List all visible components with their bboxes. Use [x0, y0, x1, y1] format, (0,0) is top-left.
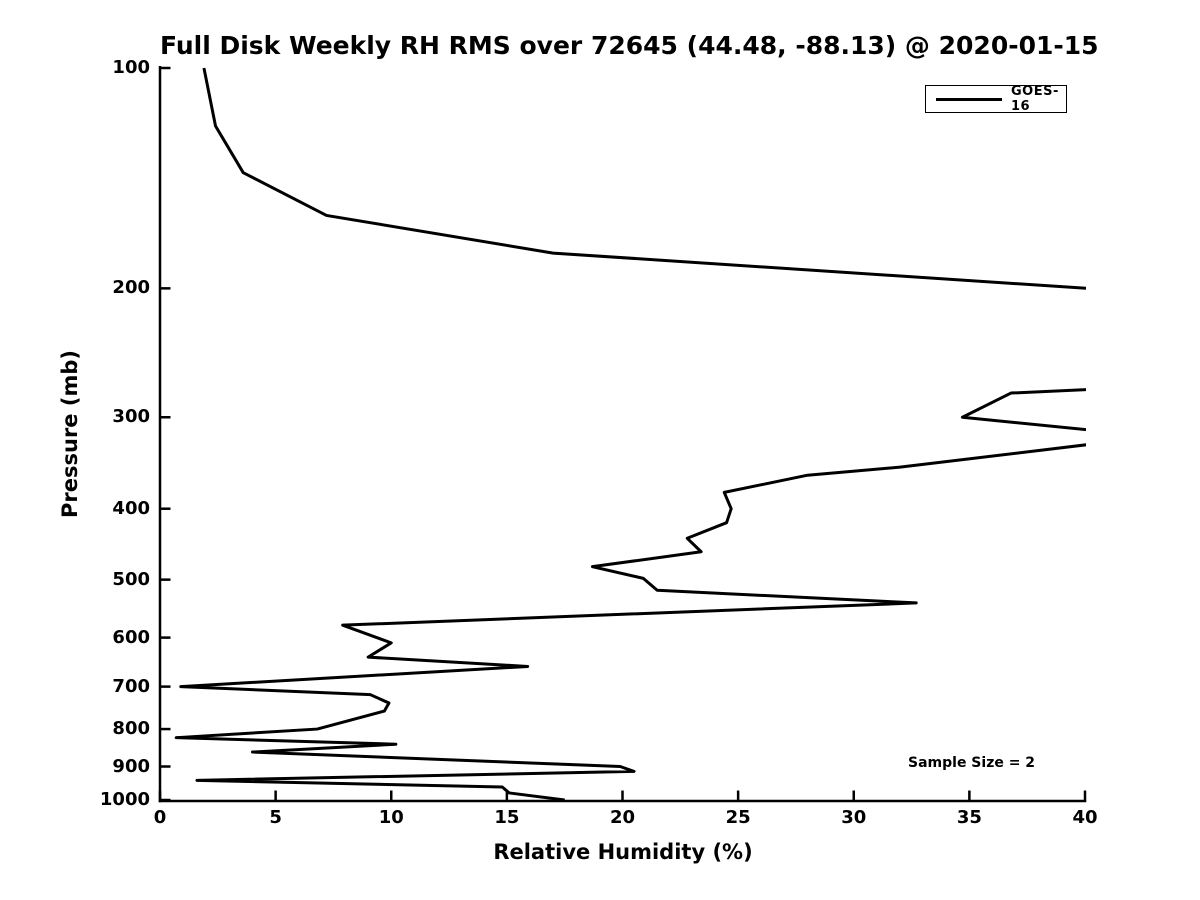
x-tick-label: 25: [725, 807, 751, 828]
y-tick-label: 200: [112, 277, 150, 299]
x-tick-label: 5: [269, 807, 282, 828]
y-tick-label: 600: [112, 626, 150, 648]
y-tick-label: 800: [112, 718, 150, 740]
x-axis-label: Relative Humidity (%): [493, 840, 753, 864]
x-tick-label: 30: [841, 807, 867, 828]
chart-title: Full Disk Weekly RH RMS over 72645 (44.4…: [160, 31, 1099, 60]
profile-segment: [960, 388, 1086, 432]
y-tick-label: 100: [112, 57, 150, 78]
axes-spines: [158, 66, 1087, 803]
x-tick-label: 20: [609, 807, 636, 828]
profile-segment: [174, 443, 1086, 802]
x-tick-label: 40: [1072, 807, 1098, 828]
legend-line-sample-icon: [936, 97, 1002, 101]
legend: GOES-16: [925, 84, 1067, 114]
y-tick-label: 300: [112, 406, 150, 428]
profile-segment: [202, 67, 1086, 290]
y-tick-label: 500: [112, 568, 150, 590]
x-tick-label: 0: [153, 807, 167, 828]
legend-label: GOES-16: [1011, 84, 1059, 114]
y-tick-label: 400: [112, 497, 150, 519]
x-tick-label: 35: [956, 807, 982, 828]
sample-size-annotation: Sample Size = 2: [908, 755, 1036, 771]
y-tick-label: 700: [112, 675, 150, 697]
x-tick-label: 15: [494, 807, 520, 828]
x-tick-label: 10: [378, 807, 404, 828]
axis-ticks: [158, 66, 1087, 802]
goes16-profile-line: [174, 67, 1086, 802]
y-tick-label: 900: [112, 755, 150, 777]
y-tick-label: 1000: [99, 789, 150, 810]
